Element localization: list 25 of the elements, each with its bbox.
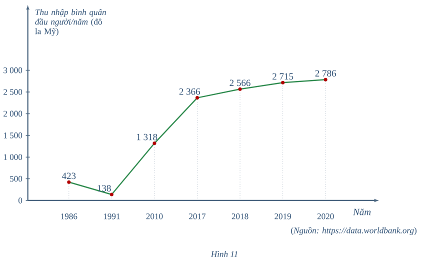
- x-tick-label: 2020: [317, 213, 334, 220]
- x-tick-label: 1991: [104, 213, 120, 220]
- text: Hình 11: [210, 250, 238, 257]
- x-tick-label: 2018: [232, 213, 248, 220]
- x-axis-title: Năm: [352, 208, 371, 216]
- data-label: 1 318: [136, 134, 158, 140]
- y-tick-label: 0: [18, 197, 22, 204]
- data-label: 2 786: [315, 70, 336, 76]
- data-label: 2 566: [230, 80, 250, 86]
- x-tick-label: 1986: [61, 213, 78, 220]
- y-tick-label: 3 000: [4, 67, 22, 74]
- text: (Nguồn: https://data.worldbank.org): [291, 226, 416, 235]
- data-label: 423: [62, 172, 76, 179]
- x-tick-label: 2010: [146, 213, 163, 220]
- data-label: 138: [98, 184, 111, 192]
- y-tick-label: 1 500: [4, 132, 22, 138]
- y-tick-label: 2 500: [4, 88, 22, 95]
- data-label: 2 366: [179, 88, 200, 95]
- y-tick-label: 2 000: [4, 110, 22, 116]
- x-tick-label: 2019: [274, 213, 292, 220]
- text: Thu nhập bình quân đầu người/năm (đô la Mỹ): [35, 8, 106, 36]
- y-tick-label: 1 000: [4, 154, 22, 160]
- y-tick-label: 500: [10, 176, 22, 182]
- data-label: 2 715: [272, 73, 294, 80]
- x-tick-label: 2017: [189, 213, 206, 220]
